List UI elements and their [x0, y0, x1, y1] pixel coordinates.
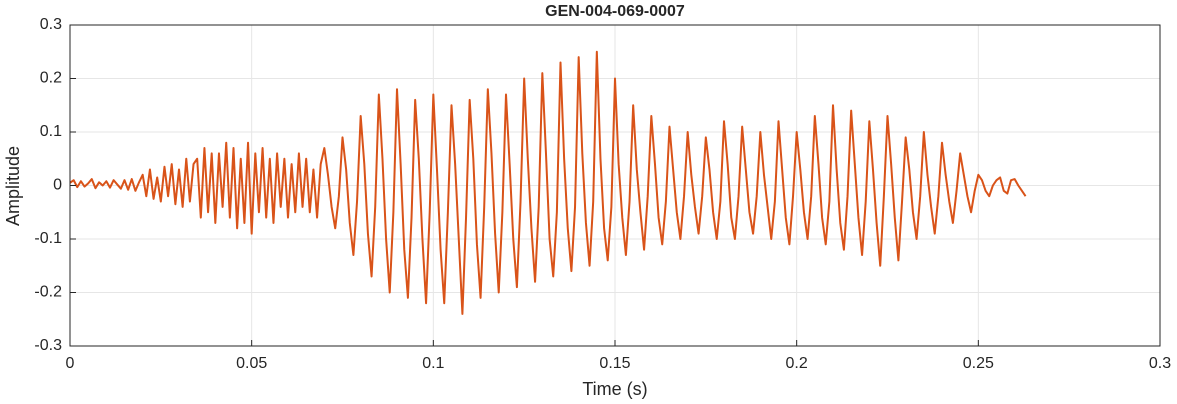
y-tick-label: 0 [53, 177, 62, 194]
chart-title: GEN-004-069-0007 [545, 3, 685, 20]
y-axis-label: Amplitude [3, 146, 23, 226]
y-tick-label: 0.2 [40, 70, 62, 87]
x-tick-label: 0.1 [422, 355, 444, 372]
x-tick-label: 0.2 [786, 355, 808, 372]
x-tick-label: 0 [66, 355, 75, 372]
x-tick-label: 0.05 [236, 355, 267, 372]
y-tick-label: -0.3 [34, 337, 62, 354]
x-tick-label: 0.15 [599, 355, 630, 372]
y-tick-label: 0.1 [40, 123, 62, 140]
y-tick-label: -0.2 [34, 284, 62, 301]
y-tick-label: 0.3 [40, 16, 62, 33]
x-tick-label: 0.25 [963, 355, 994, 372]
y-tick-label: -0.1 [34, 230, 62, 247]
waveform-line [69, 50, 1027, 315]
x-tick-label: 0.3 [1149, 355, 1171, 372]
x-axis-label: Time (s) [582, 379, 647, 399]
lines [69, 50, 1027, 315]
